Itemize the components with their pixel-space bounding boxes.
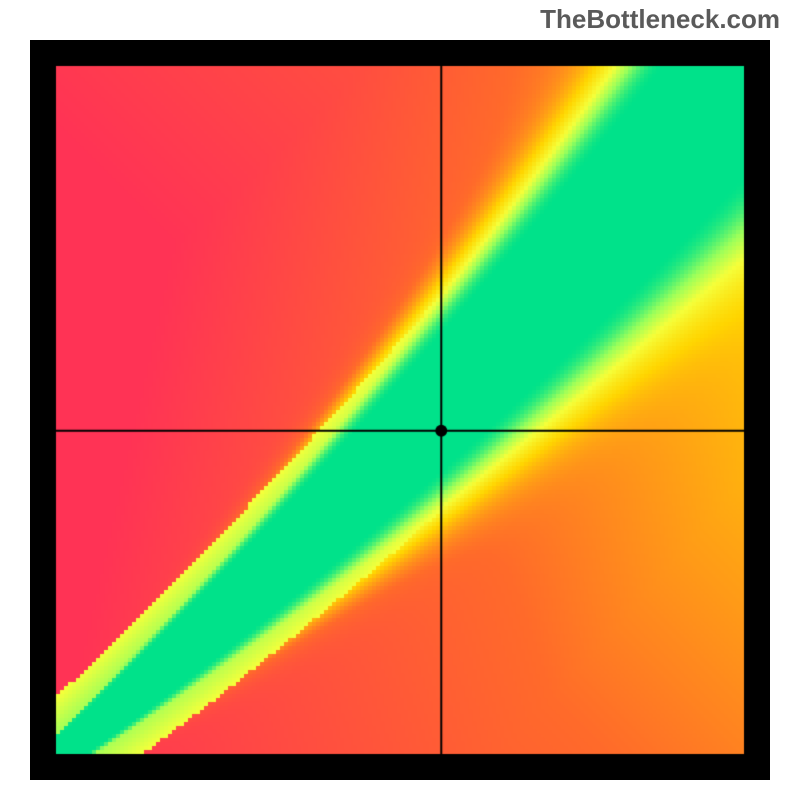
bottleneck-heatmap bbox=[30, 40, 770, 780]
heatmap-canvas bbox=[30, 40, 770, 780]
watermark-text: TheBottleneck.com bbox=[540, 4, 780, 35]
